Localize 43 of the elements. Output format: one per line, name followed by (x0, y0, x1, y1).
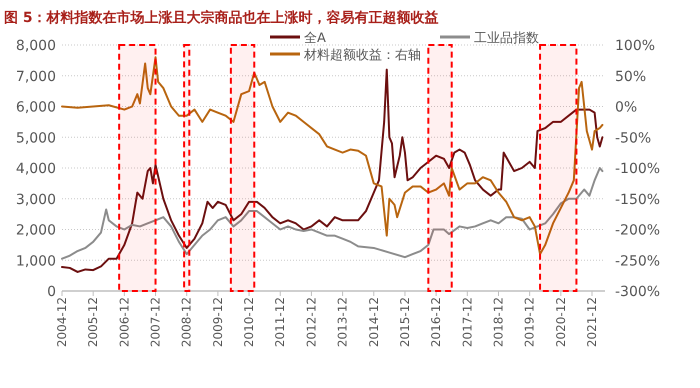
legend-label: 全A (304, 31, 326, 46)
legend-item: 工业品指数 (440, 31, 539, 46)
legend-label: 材料超额收益：右轴 (303, 48, 421, 63)
x-tick-label: 2016-12 (429, 297, 444, 348)
legend-item: 全A (270, 31, 326, 46)
x-tick-label: 2018-12 (491, 297, 506, 348)
y2-tick-label: -250% (615, 253, 660, 270)
x-tick-label: 2013-12 (336, 297, 350, 348)
y-tick-label: 4,000 (16, 161, 56, 177)
y2-tick-label: -100% (615, 161, 660, 177)
y-tick-label: 7,000 (16, 68, 56, 85)
y-tick-label: 1,000 (16, 253, 56, 270)
y-tick-label: 3,000 (16, 192, 56, 208)
y-tick-label: 8,000 (16, 38, 56, 54)
x-tick-label: 2007-12 (148, 297, 163, 348)
y-tick-label: 6,000 (16, 100, 56, 116)
x-tick-label: 2020-12 (554, 297, 568, 348)
x-tick-label: 2005-12 (86, 297, 100, 348)
x-tick-label: 2012-12 (304, 297, 318, 348)
x-tick-label: 2006-12 (117, 297, 132, 348)
x-tick-label: 2014-12 (366, 297, 381, 348)
y2-tick-label: -50% (615, 130, 652, 146)
x-tick-label: 2009-12 (210, 297, 225, 348)
y-tick-label: 5,000 (16, 130, 56, 146)
x-tick-label: 2021-12 (585, 297, 600, 348)
x-tick-label: 2004-12 (55, 297, 69, 348)
chart-title: 图 5：材料指数在市场上涨且大宗商品也在上涨时，容易有正超额收益 (4, 9, 439, 26)
y2-tick-label: 50% (615, 68, 646, 85)
y2-tick-label: -150% (615, 192, 660, 208)
x-tick-label: 2008-12 (180, 297, 194, 348)
x-tick-label: 2019-12 (522, 297, 537, 348)
x-tick-label: 2015-12 (398, 297, 412, 348)
x-tick-label: 2017-12 (460, 297, 474, 348)
x-tick-label: 2011-12 (273, 297, 288, 348)
y2-tick-label: -300% (615, 284, 660, 300)
y-tick-label: 0 (47, 284, 56, 300)
legend-label: 工业品指数 (474, 31, 539, 46)
x-tick-label: 2010-12 (242, 297, 256, 348)
y2-tick-label: 100% (615, 38, 656, 54)
y2-tick-label: -200% (615, 222, 660, 238)
legend-item: 材料超额收益：右轴 (270, 48, 421, 63)
y2-tick-label: 0% (615, 100, 638, 116)
y-tick-label: 2,000 (16, 222, 56, 238)
